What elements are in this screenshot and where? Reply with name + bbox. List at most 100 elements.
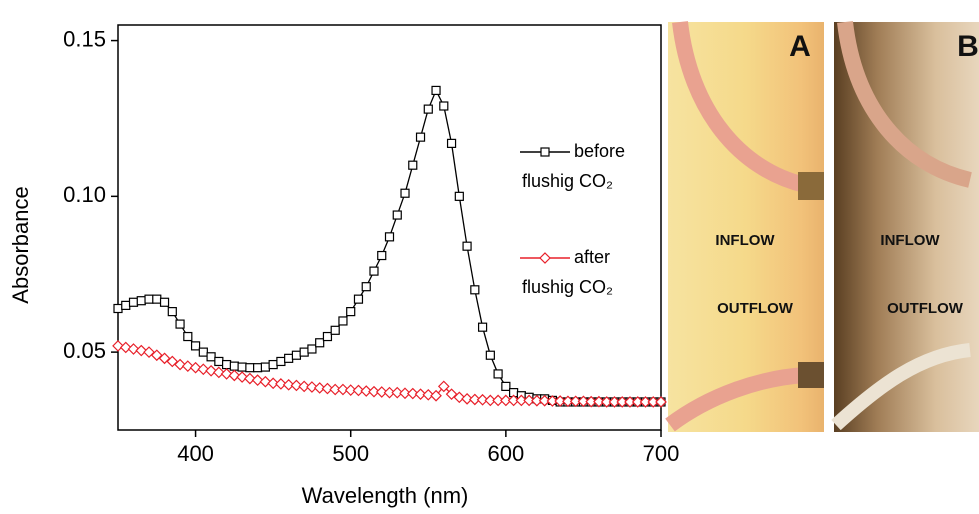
y-tick-label: 0.10 xyxy=(63,182,106,207)
marker xyxy=(600,396,613,408)
marker xyxy=(143,346,155,358)
marker xyxy=(268,359,278,370)
marker xyxy=(282,378,295,391)
y-tick-label: 0.05 xyxy=(63,338,106,363)
legend-marker xyxy=(539,252,551,264)
y-axis-label: Absorbance xyxy=(8,186,33,303)
marker xyxy=(569,395,582,408)
marker xyxy=(399,387,411,400)
marker xyxy=(299,347,309,357)
marker xyxy=(205,364,217,377)
marker xyxy=(237,362,247,372)
marker xyxy=(306,381,318,393)
marker xyxy=(431,85,441,96)
marker xyxy=(251,374,264,387)
marker xyxy=(190,341,201,351)
marker xyxy=(470,285,480,295)
marker xyxy=(445,388,458,401)
marker xyxy=(222,359,232,370)
marker xyxy=(158,352,171,365)
marker xyxy=(468,393,481,406)
marker xyxy=(245,363,255,373)
marker xyxy=(462,241,472,251)
marker xyxy=(135,344,148,357)
marker xyxy=(344,384,357,396)
marker xyxy=(307,344,317,354)
marker xyxy=(220,368,233,380)
marker xyxy=(206,352,216,362)
marker xyxy=(384,232,395,242)
marker xyxy=(377,250,387,261)
plot-frame xyxy=(117,24,662,431)
marker xyxy=(353,294,364,304)
marker xyxy=(414,388,427,401)
marker xyxy=(476,393,489,406)
marker xyxy=(189,361,202,374)
marker xyxy=(112,340,124,352)
marker xyxy=(500,394,512,407)
marker xyxy=(439,101,449,111)
connector xyxy=(798,362,824,388)
marker xyxy=(236,371,248,383)
photo-letter: B xyxy=(957,30,979,63)
photo-a: A INFLOW OUTFLOW xyxy=(665,21,824,432)
marker xyxy=(493,369,503,379)
tube xyxy=(837,21,972,188)
marker xyxy=(276,356,286,367)
marker xyxy=(406,387,419,400)
marker xyxy=(360,385,373,397)
connector xyxy=(798,172,824,200)
marker xyxy=(492,394,504,407)
marker xyxy=(624,396,636,408)
marker xyxy=(453,391,466,404)
tube xyxy=(672,21,807,193)
marker xyxy=(150,349,163,362)
photo-b: B INFLOW OUTFLOW xyxy=(831,21,979,432)
marker xyxy=(352,384,365,397)
legend-label: flushig CO₂ xyxy=(522,277,613,297)
marker xyxy=(369,266,379,276)
marker xyxy=(313,382,326,394)
legend-marker xyxy=(540,147,550,157)
marker xyxy=(198,347,208,357)
marker xyxy=(253,363,263,373)
marker xyxy=(337,383,349,396)
marker xyxy=(375,386,388,398)
marker xyxy=(144,294,154,304)
marker xyxy=(383,386,396,399)
marker xyxy=(423,104,433,114)
marker xyxy=(408,160,418,170)
marker xyxy=(437,380,450,393)
marker xyxy=(275,378,287,390)
marker xyxy=(368,385,380,398)
marker xyxy=(322,331,333,342)
marker xyxy=(260,362,270,372)
tube xyxy=(665,367,806,432)
marker xyxy=(485,350,495,360)
marker xyxy=(298,380,311,393)
marker xyxy=(267,377,279,390)
marker xyxy=(128,297,139,307)
legend-label: flushig CO₂ xyxy=(522,171,613,191)
marker xyxy=(585,395,598,408)
tube xyxy=(831,343,971,431)
marker xyxy=(174,358,186,371)
photo-label: OUTFLOW xyxy=(717,300,794,317)
legend-label: after xyxy=(574,247,610,267)
marker xyxy=(291,350,302,360)
marker xyxy=(228,369,241,382)
marker xyxy=(290,379,303,392)
marker xyxy=(392,210,402,220)
marker xyxy=(446,138,457,148)
marker xyxy=(321,382,334,395)
marker xyxy=(391,386,404,399)
marker xyxy=(593,395,605,408)
x-tick-label: 700 xyxy=(643,441,680,466)
marker xyxy=(175,319,185,329)
marker xyxy=(197,363,210,376)
marker xyxy=(616,396,629,408)
marker xyxy=(284,353,294,363)
marker xyxy=(338,316,348,326)
marker xyxy=(546,395,559,407)
